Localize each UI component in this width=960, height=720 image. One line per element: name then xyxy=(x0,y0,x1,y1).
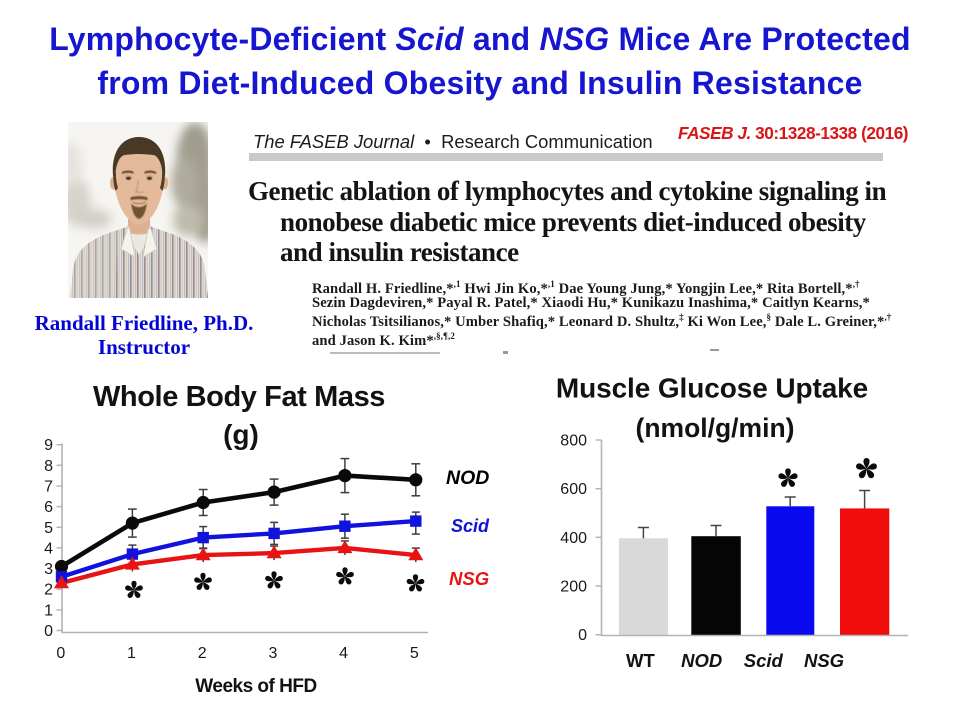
svg-text:9: 9 xyxy=(44,437,53,454)
svg-text:0: 0 xyxy=(56,645,65,662)
svg-text:WT: WT xyxy=(626,650,655,671)
svg-text:(g): (g) xyxy=(223,419,259,450)
svg-text:200: 200 xyxy=(560,579,587,596)
svg-text:(nmol/g/min): (nmol/g/min) xyxy=(636,413,795,443)
svg-text:NSG: NSG xyxy=(449,568,489,589)
svg-text:3: 3 xyxy=(268,645,277,662)
svg-text:1: 1 xyxy=(44,602,53,619)
svg-text:NOD: NOD xyxy=(446,467,489,489)
svg-text:0: 0 xyxy=(578,627,587,644)
svg-text:NSG: NSG xyxy=(804,650,844,671)
svg-text:4: 4 xyxy=(44,540,53,557)
svg-text:400: 400 xyxy=(560,530,587,547)
svg-text:2: 2 xyxy=(198,645,207,662)
svg-text:5: 5 xyxy=(44,520,53,537)
svg-text:2: 2 xyxy=(44,582,53,599)
svg-text:Muscle Glucose Uptake: Muscle Glucose Uptake xyxy=(556,373,868,404)
svg-text:Scid: Scid xyxy=(451,516,490,536)
svg-text:8: 8 xyxy=(44,458,53,475)
svg-text:5: 5 xyxy=(410,645,419,662)
svg-text:800: 800 xyxy=(560,433,587,450)
svg-text:7: 7 xyxy=(44,479,53,496)
svg-text:Scid: Scid xyxy=(744,650,784,671)
svg-text:6: 6 xyxy=(44,499,53,516)
svg-text:Whole Body Fat Mass: Whole Body Fat Mass xyxy=(93,381,385,413)
svg-text:600: 600 xyxy=(560,481,587,498)
svg-text:0: 0 xyxy=(44,623,53,640)
svg-text:4: 4 xyxy=(339,645,348,662)
svg-text:1: 1 xyxy=(127,645,136,662)
svg-text:NOD: NOD xyxy=(681,650,722,671)
svg-text:Weeks of HFD: Weeks of HFD xyxy=(195,676,316,697)
svg-text:3: 3 xyxy=(44,561,53,578)
